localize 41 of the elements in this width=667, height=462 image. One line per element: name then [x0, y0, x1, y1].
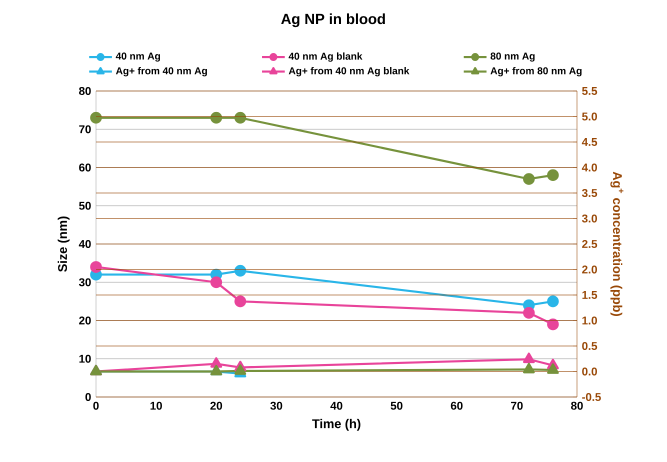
x-tick-label: 60	[450, 402, 463, 410]
x-axis-title: Time (h)	[312, 418, 360, 431]
x-tick-label: 50	[390, 402, 402, 410]
y2-tick-label: 4.0	[582, 164, 597, 172]
x-tick-label: 80	[571, 402, 583, 410]
legend-label: 40 nm Ag	[116, 52, 160, 62]
y-tick-label: 30	[78, 278, 91, 286]
y2-tick-label: 0.5	[582, 342, 598, 350]
y2-tick-label: 2.5	[582, 240, 598, 248]
x-tick-label: 10	[150, 402, 162, 410]
chart-title: Ag NP in blood	[281, 13, 385, 28]
y-tick-label: 20	[79, 316, 91, 325]
y2-tick-label: 5.5	[582, 87, 598, 95]
legend-label: Ag+ from 80 nm Ag	[490, 67, 582, 76]
legend-label: Ag+ from 40 nm Ag	[116, 67, 207, 76]
y2-tick-label: 2.0	[582, 266, 597, 274]
y2-axis-title: Ag$^{+}$ concentration (ppb)	[610, 172, 624, 316]
x-tick-label: 70	[511, 402, 523, 410]
x-tick-label: 40	[330, 402, 342, 410]
legend-label: 80 nm Ag	[490, 52, 535, 62]
x-tick-label: 0	[93, 402, 99, 410]
y2-tick-label: 3.5	[582, 188, 598, 198]
y2-tick-label: 0.0	[582, 368, 597, 376]
y-tick-label: 60	[79, 164, 91, 172]
y2-tick-label: 1.0	[582, 316, 597, 325]
y-tick-label: 50	[79, 202, 91, 210]
y2-tick-label: 1.5	[582, 291, 598, 299]
x-tick-label: 30	[270, 402, 282, 410]
legend-label: Ag+ from 40 nm Ag blank	[288, 67, 410, 76]
legend-label: 40 nm Ag blank	[288, 52, 362, 62]
y-tick-label: 10	[79, 354, 91, 363]
y-axis-title: Size (nm)	[58, 216, 70, 272]
y2-tick-label: -0.5	[582, 392, 601, 402]
y-tick-label: 40	[78, 240, 91, 248]
y2-tick-label: 3.0	[582, 214, 597, 223]
y-tick-label: 0	[85, 393, 91, 402]
y-tick-label: 70	[79, 125, 91, 134]
y-tick-label: 80	[79, 87, 91, 96]
y2-tick-label: 5.0	[582, 112, 597, 121]
x-tick-label: 20	[210, 402, 222, 410]
y2-tick-label: 4.5	[582, 138, 598, 146]
